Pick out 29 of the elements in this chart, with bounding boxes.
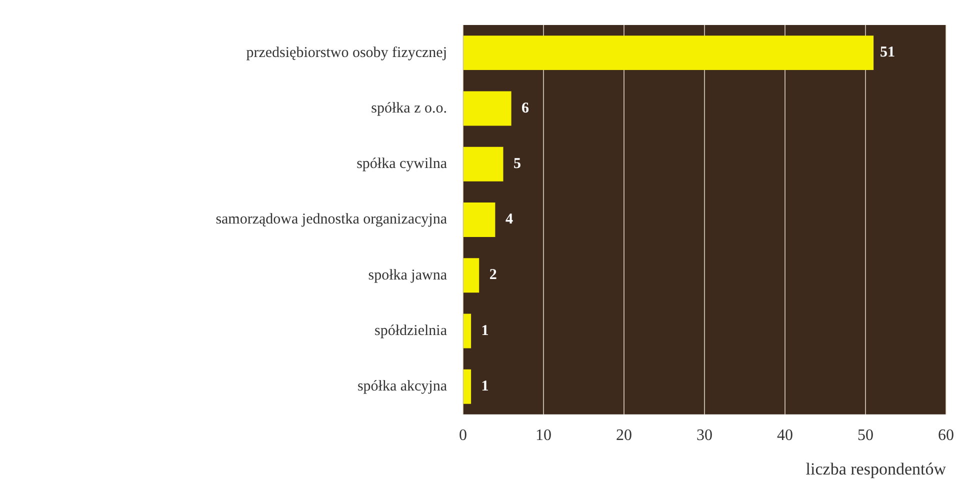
bar	[464, 36, 874, 70]
bar	[464, 369, 472, 404]
data-label: 1	[481, 322, 489, 339]
x-tick-label: 40	[777, 427, 793, 444]
x-tick-label: 10	[536, 427, 552, 444]
y-tick-label: spółka cywilna	[356, 156, 448, 172]
data-label: 4	[505, 212, 514, 228]
bar	[464, 258, 480, 293]
data-label: 5	[514, 156, 521, 172]
bar	[464, 202, 496, 237]
data-label: 2	[489, 267, 497, 284]
bar	[464, 146, 504, 182]
y-tick-label: spółka akcyjna	[357, 378, 448, 395]
x-tick-label: 0	[459, 427, 467, 444]
x-tick-label: 20	[616, 427, 632, 444]
data-label: 6	[522, 100, 530, 116]
data-label: 51	[880, 44, 896, 61]
data-label: 1	[481, 378, 489, 394]
y-tick-label: samorządowa jednostka organizacyjna	[216, 212, 448, 228]
y-tick-label: spółdzielnia	[374, 322, 448, 339]
y-tick-label: spółka z o.o.	[371, 100, 447, 116]
x-tick-label: 50	[858, 427, 874, 444]
x-tick-label: 60	[938, 427, 954, 444]
y-tick-label: społka jawna	[368, 267, 448, 284]
x-tick-label: 30	[696, 427, 712, 444]
bar	[464, 91, 512, 126]
y-tick-label: przedsiębiorstwo osoby fizycznej	[246, 44, 447, 61]
x-axis-title: liczba respondentów	[806, 459, 947, 478]
bar	[464, 314, 472, 348]
